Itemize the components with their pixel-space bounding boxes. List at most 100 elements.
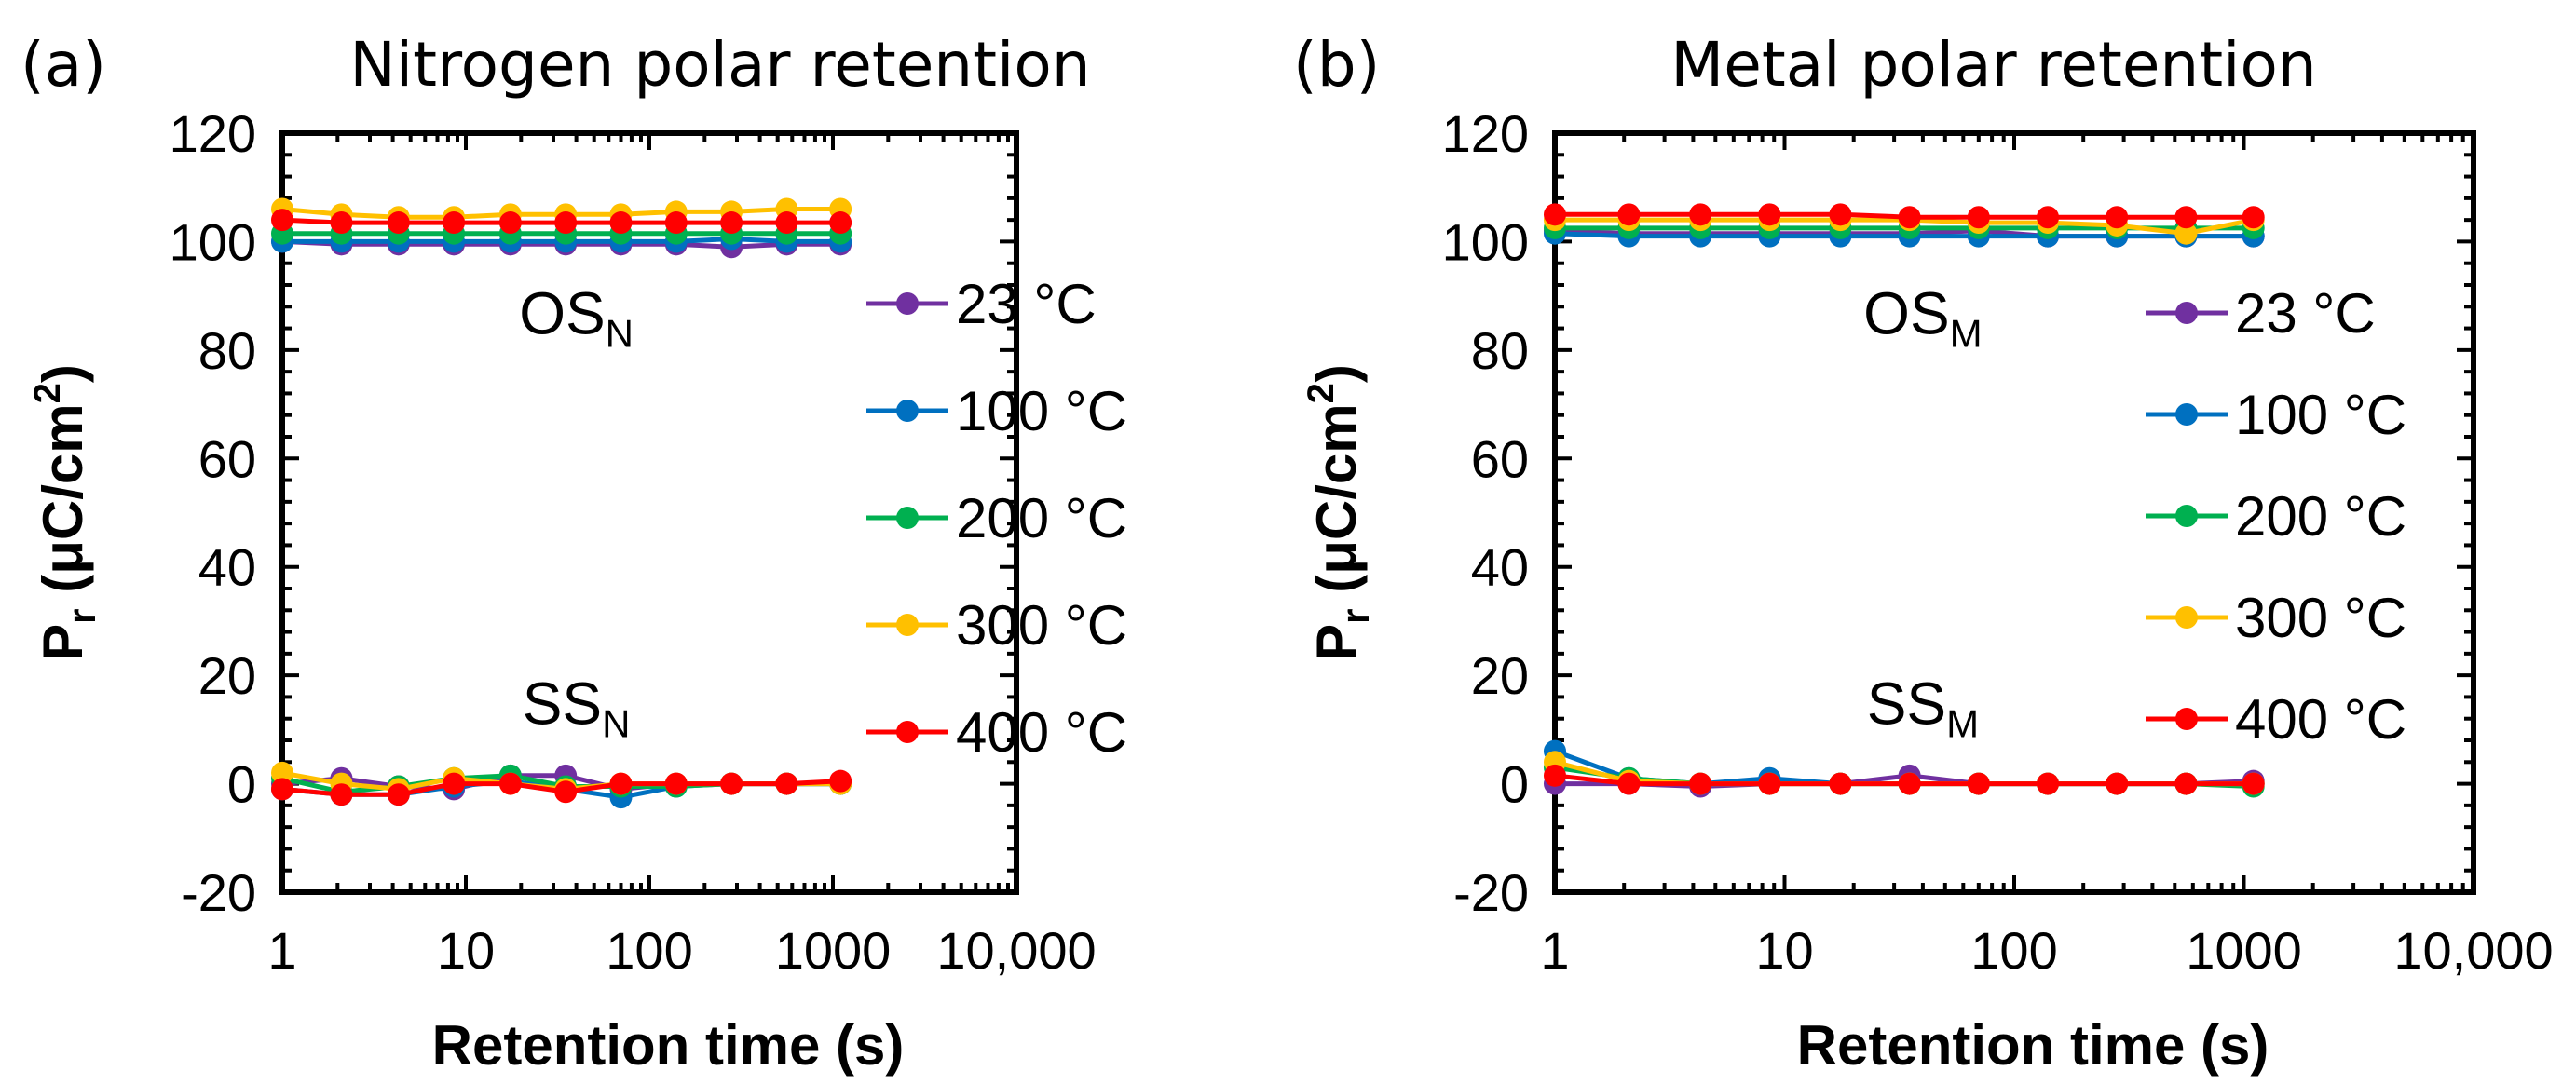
data-point — [271, 209, 293, 232]
legend-label: 200 °C — [2235, 485, 2406, 548]
tick-marks — [1553, 131, 2474, 894]
chart-panel-a: (a) Nitrogen polar retention -20 0 20 40 60 80 1… — [20, 29, 1127, 1077]
data-point — [1617, 203, 1641, 226]
series-group — [271, 197, 852, 809]
data-point — [387, 211, 410, 235]
x-axis-label: Retention time (s) — [432, 1014, 905, 1077]
tick-marks — [280, 131, 1016, 894]
data-point — [1617, 772, 1641, 795]
legend-swatch-marker — [896, 400, 919, 422]
data-point — [330, 211, 353, 235]
data-point — [271, 761, 293, 784]
y-axis-label-sup: 2 — [27, 383, 68, 403]
annotation-main: SS — [1867, 671, 1946, 738]
data-point — [1898, 772, 1921, 795]
data-point — [1689, 203, 1712, 226]
x-tick-label: 1 — [267, 921, 296, 980]
data-point — [2174, 772, 2198, 795]
data-point — [554, 211, 578, 235]
y-axis-label: Pr (μC/cm2) — [1301, 364, 1377, 661]
data-point — [829, 769, 852, 793]
legend-item: 300 °C — [866, 594, 1127, 657]
y-tick-label: 60 — [1471, 429, 1529, 488]
data-point — [2037, 206, 2060, 229]
legend-label: 100 °C — [2235, 384, 2406, 446]
data-point — [1544, 764, 1566, 787]
chart-panel-b: (b) Metal polar retention -20 0 20 40 60 80 100 1… — [1293, 29, 2554, 1077]
data-point — [1967, 206, 1990, 229]
data-point — [1689, 772, 1712, 795]
annotation-sub: M — [1950, 311, 1983, 355]
x-tick-label: 1 — [1540, 921, 1569, 980]
legend-item: 100 °C — [2146, 384, 2406, 446]
y-tick-label: -20 — [181, 863, 256, 922]
y-tick-label: 60 — [198, 429, 256, 488]
x-tick-label: 1000 — [775, 921, 892, 980]
data-point — [775, 772, 798, 795]
data-point — [1544, 203, 1566, 226]
series-group — [1544, 203, 2265, 798]
legend-label: 23 °C — [2235, 282, 2376, 345]
legend-swatch-marker — [2175, 708, 2198, 730]
data-point — [330, 783, 353, 806]
x-tick-label: 10,000 — [936, 921, 1096, 980]
y-axis-label-sub: r — [1333, 608, 1377, 623]
legend-label: 23 °C — [956, 273, 1097, 335]
data-point — [554, 780, 578, 804]
y-tick-label: 0 — [227, 755, 256, 814]
data-point — [720, 211, 743, 235]
legend-item: 23 °C — [2146, 282, 2376, 345]
annotation-main: OS — [1863, 279, 1949, 346]
y-tick-label: 120 — [1442, 104, 1529, 163]
y-axis-label-close: ) — [1305, 364, 1368, 383]
data-point — [2037, 772, 2060, 795]
chart-title: Metal polar retention — [1670, 29, 2316, 101]
y-tick-label: 80 — [1471, 321, 1529, 380]
data-point — [829, 211, 852, 235]
x-tick-label: 10 — [437, 921, 495, 980]
data-point — [2242, 772, 2265, 795]
data-point — [2106, 772, 2129, 795]
annotation-sub: N — [602, 702, 630, 746]
data-point — [1758, 203, 1781, 226]
y-tick-label: 0 — [1500, 755, 1529, 814]
data-point — [2174, 206, 2198, 229]
legend-item: 300 °C — [2146, 587, 2406, 649]
legend-item: 200 °C — [866, 487, 1127, 549]
data-point — [271, 778, 293, 801]
y-tick-label: 120 — [170, 104, 256, 163]
legend: 23 °C 100 °C 200 °C 300 °C 400 °C — [2146, 282, 2406, 751]
x-tick-label: 1000 — [2186, 921, 2302, 980]
data-point — [498, 772, 522, 795]
data-point — [2106, 206, 2129, 229]
legend-item: 200 °C — [2146, 485, 2406, 548]
x-tick-label: 100 — [606, 921, 692, 980]
data-point — [1829, 772, 1852, 795]
data-point — [609, 772, 633, 795]
annotation-main: OS — [519, 279, 605, 346]
legend-label: 300 °C — [956, 594, 1127, 657]
annotation-ss: SSN — [523, 671, 631, 746]
annotation-main: SS — [523, 671, 602, 738]
data-point — [1898, 206, 1921, 229]
annotation-sub: M — [1946, 702, 1979, 746]
y-tick-label: 100 — [170, 212, 256, 271]
panel-label: (a) — [20, 29, 106, 101]
y-axis-label: Pr (μC/cm2) — [27, 364, 103, 661]
y-axis-label-main: P — [32, 624, 94, 661]
annotation-ss: SSM — [1867, 671, 1979, 746]
legend-swatch-marker — [896, 507, 919, 529]
data-point — [720, 772, 743, 795]
legend-swatch-marker — [896, 721, 919, 743]
legend-item: 400 °C — [866, 701, 1127, 764]
data-point — [2174, 222, 2198, 245]
y-tick-label: 40 — [1471, 538, 1529, 597]
legend-item: 23 °C — [866, 273, 1097, 335]
chart-title: Nitrogen polar retention — [349, 29, 1090, 101]
x-tick-label: 10,000 — [2393, 921, 2553, 980]
y-axis-label-main: P — [1305, 624, 1368, 661]
legend-swatch-marker — [896, 292, 919, 315]
panel-label: (b) — [1293, 29, 1380, 101]
data-point — [443, 211, 466, 235]
